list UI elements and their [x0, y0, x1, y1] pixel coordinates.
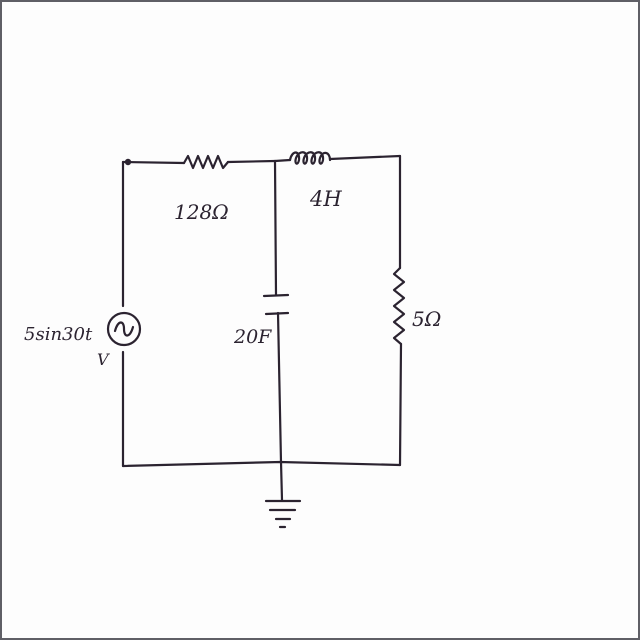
ac-source-icon — [106, 311, 142, 347]
resistor-128-label: 128Ω — [174, 200, 229, 224]
capacitor-plate-top — [262, 293, 290, 298]
wire-bottom — [121, 460, 402, 468]
source-label: 5sin30t — [24, 324, 93, 345]
capacitor-20f-label: 20F — [233, 326, 272, 348]
wire-middle-upper — [273, 159, 278, 297]
inductor-4h-symbol — [288, 151, 332, 165]
resistor-5-symbol — [392, 266, 406, 346]
ground-icon — [264, 499, 302, 529]
wire-right-lower — [398, 342, 403, 467]
resistor-128-symbol — [182, 154, 230, 170]
wire-middle-lower — [276, 311, 283, 464]
wire-to-inductor — [273, 158, 292, 163]
wire-top-middle — [226, 159, 277, 164]
wire-ground-lead — [279, 460, 284, 502]
resistor-5-label: 5Ω — [412, 307, 441, 331]
wire-top-right — [328, 154, 402, 161]
wire-top-left — [121, 160, 186, 165]
source-unit-label: V — [97, 350, 110, 369]
inductor-4h-label: 4H — [309, 187, 342, 211]
